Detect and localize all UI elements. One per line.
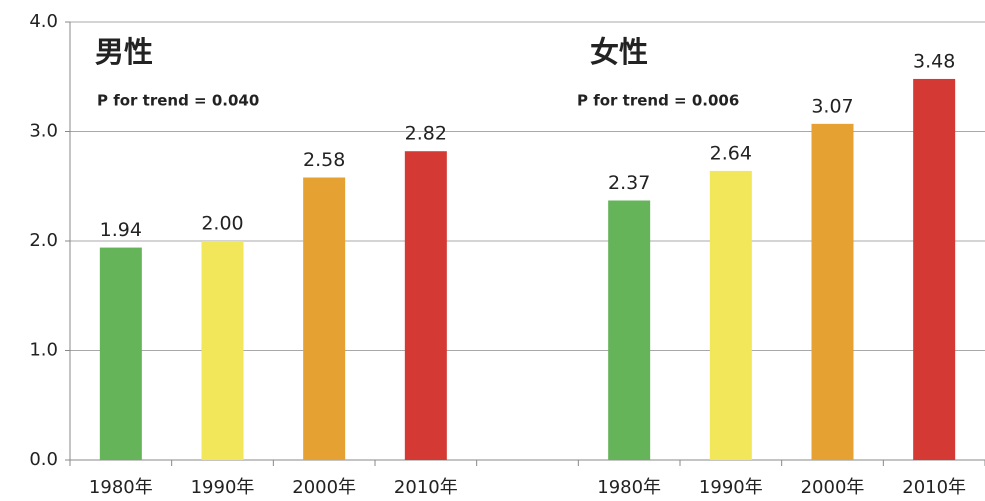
- x-tick-label: 2010年: [394, 477, 458, 498]
- group-title: 男性: [95, 35, 153, 69]
- x-tick-label: 1980年: [597, 477, 661, 498]
- bar: [303, 177, 346, 461]
- data-label: 2.64: [710, 142, 752, 164]
- data-label: 2.00: [201, 213, 243, 235]
- y-tick-label: 0.0: [29, 449, 58, 470]
- x-tick-label: 2000年: [801, 477, 865, 498]
- annotation: P for trend = 0.006: [577, 92, 739, 110]
- data-label: 2.37: [608, 172, 650, 194]
- y-tick-label: 2.0: [29, 230, 58, 251]
- bar: [608, 200, 651, 461]
- bar: [811, 123, 854, 461]
- annotation: P for trend = 0.040: [97, 92, 259, 110]
- data-label: 1.94: [100, 219, 142, 241]
- group-title: 女性: [590, 35, 648, 69]
- x-tick-label: 1990年: [699, 477, 763, 498]
- x-tick-label: 1990年: [191, 477, 255, 498]
- y-tick-label: 1.0: [29, 340, 58, 361]
- data-label: 3.07: [811, 95, 853, 117]
- data-label: 2.82: [405, 123, 447, 145]
- bar: [709, 170, 752, 461]
- bar: [913, 78, 956, 460]
- bar: [201, 241, 244, 460]
- y-tick-label: 4.0: [29, 11, 58, 32]
- x-tick-label: 1980年: [89, 477, 153, 498]
- bar: [404, 151, 447, 460]
- data-label: 3.48: [913, 50, 955, 72]
- x-tick-label: 2010年: [902, 477, 966, 498]
- y-tick-label: 3.0: [29, 121, 58, 142]
- bar: [99, 247, 142, 460]
- x-tick-label: 2000年: [292, 477, 356, 498]
- data-label: 2.58: [303, 149, 345, 171]
